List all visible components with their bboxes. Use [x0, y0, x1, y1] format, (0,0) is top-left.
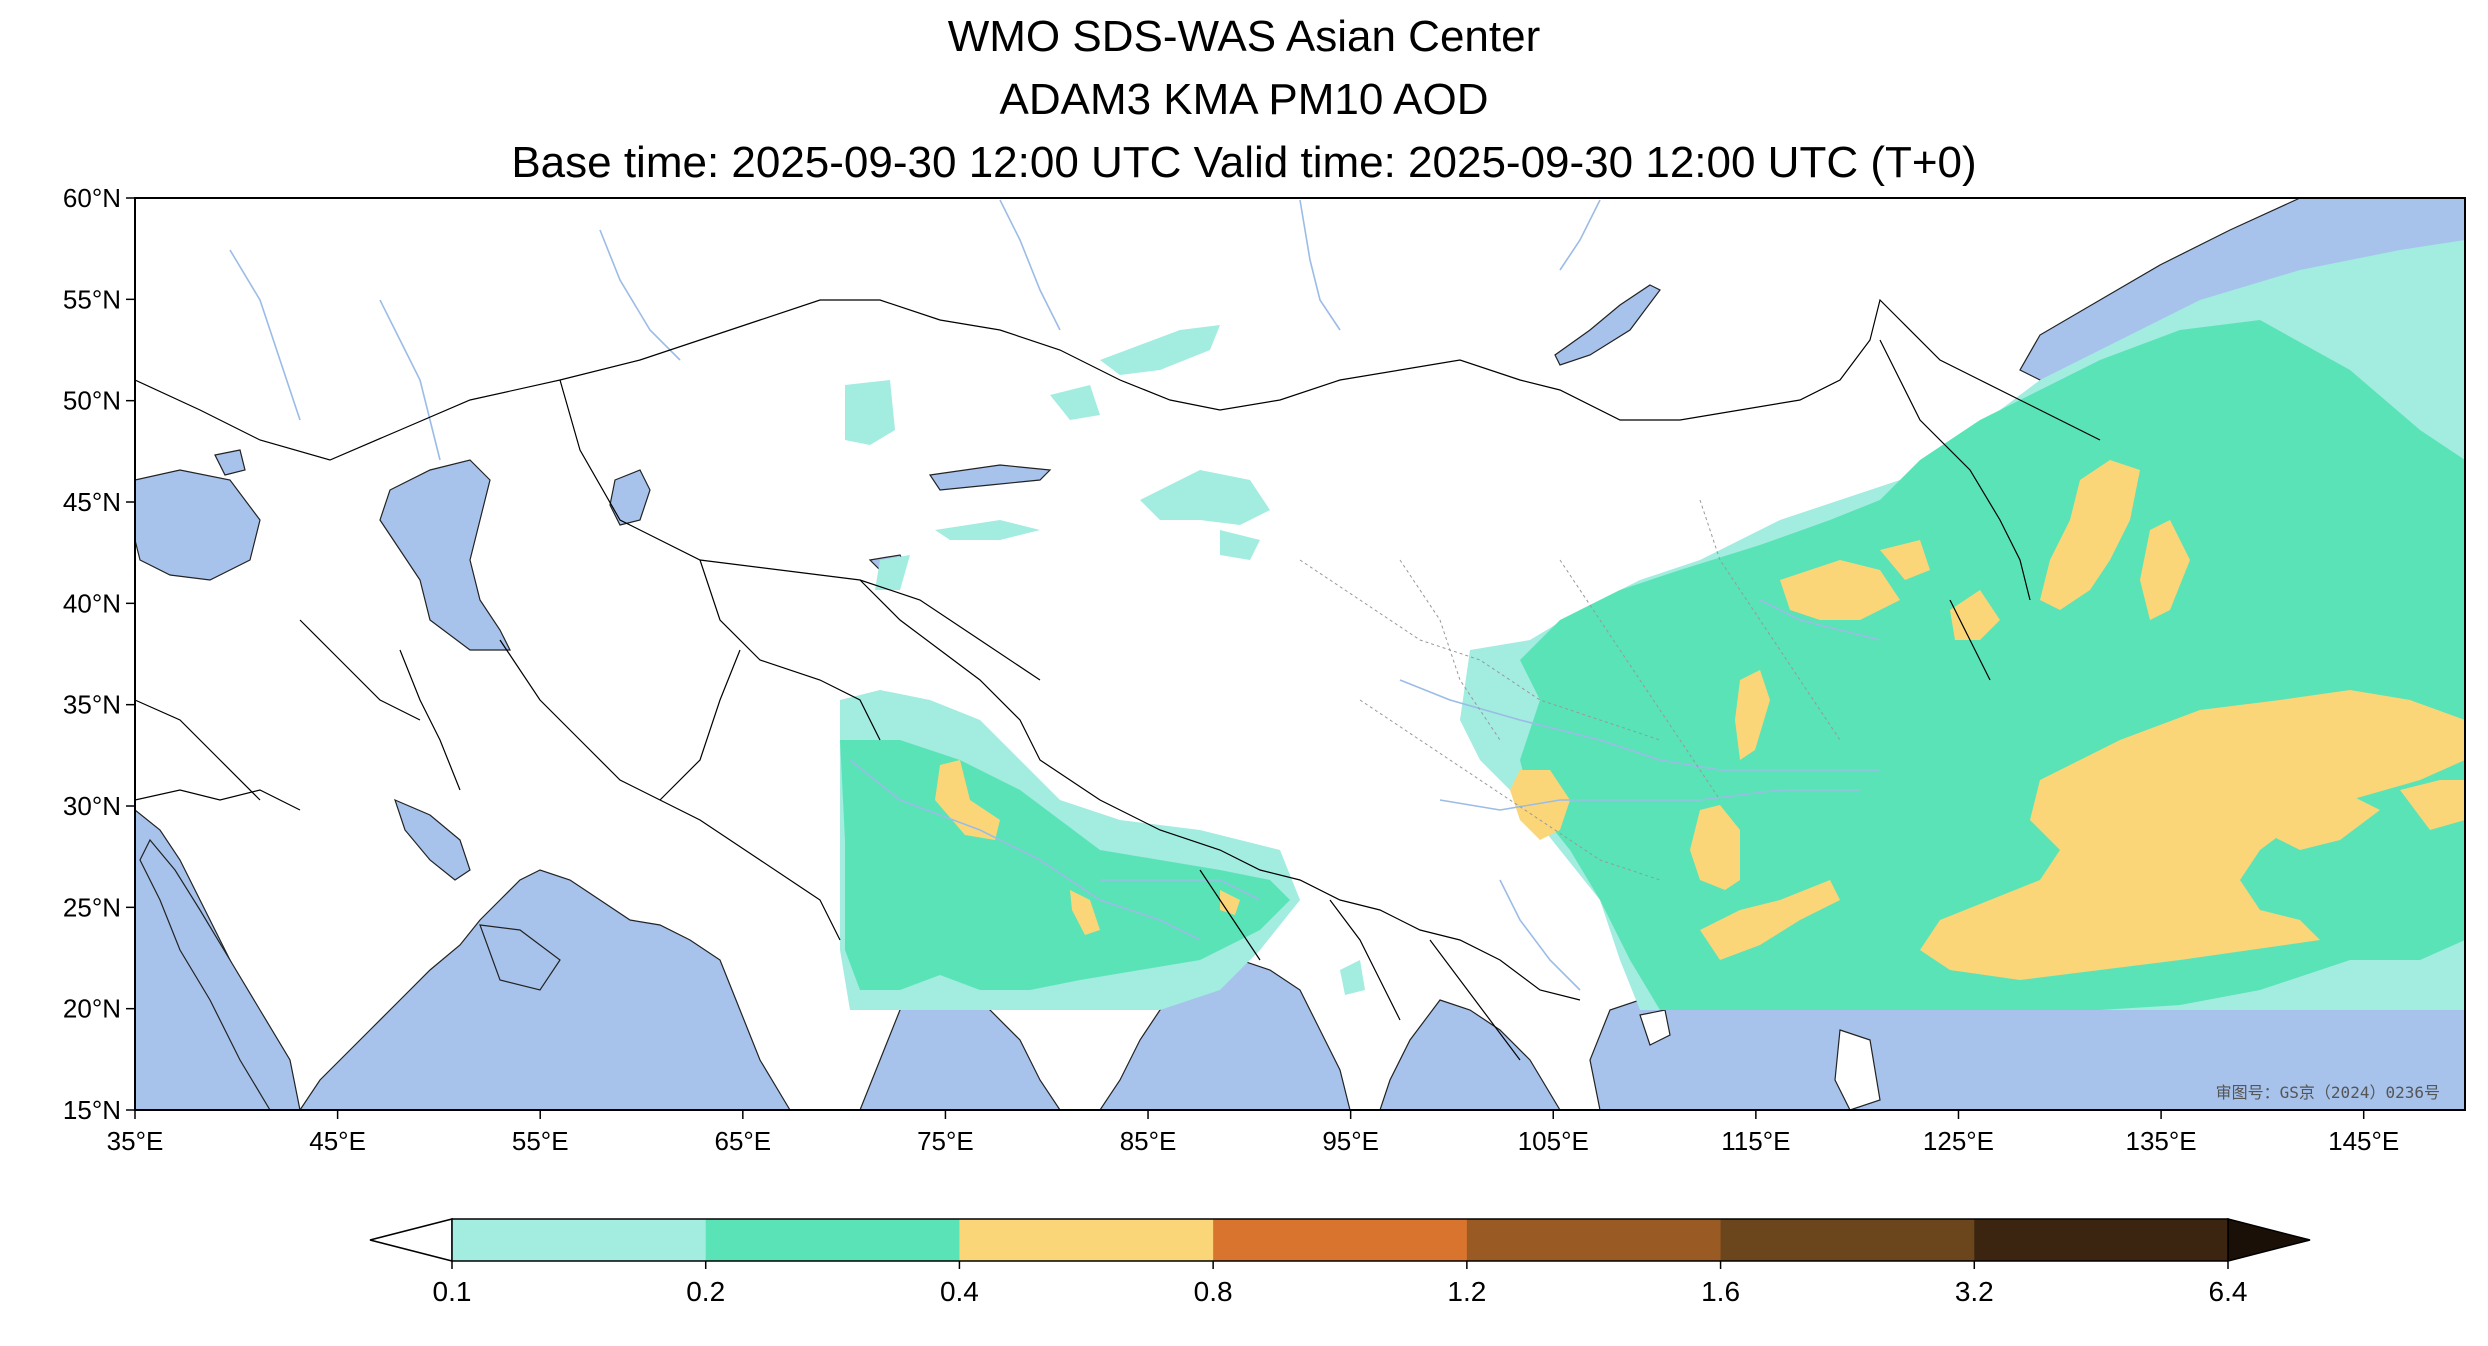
colorbar-segment	[705, 1219, 960, 1261]
y-tick-label: 45°N	[63, 487, 121, 517]
approval-stamp: 审图号：GS京（2024）0236号	[2216, 1083, 2440, 1102]
colorbar-label: 3.2	[1955, 1276, 1994, 1307]
colorbar-segment	[1213, 1219, 1468, 1261]
x-tick-label: 45°E	[309, 1126, 366, 1156]
y-tick-label: 15°N	[63, 1095, 121, 1125]
colorbar-extend-low	[369, 1218, 453, 1262]
x-tick-label: 55°E	[512, 1126, 569, 1156]
y-tick-label: 60°N	[63, 183, 121, 213]
colorbar-frame	[451, 1218, 2229, 1262]
rivers	[229, 199, 1881, 991]
x-tick-label: 75°E	[917, 1126, 974, 1156]
colorbar-label: 0.8	[1194, 1276, 1233, 1307]
x-tick-label: 105°E	[1518, 1126, 1589, 1156]
province-borders	[1299, 499, 1841, 881]
colorbar-segment	[1974, 1219, 2229, 1261]
x-tick-label: 145°E	[2328, 1126, 2399, 1156]
x-tick-label: 95°E	[1322, 1126, 1379, 1156]
colorbar-segment	[1720, 1219, 1975, 1261]
y-tick-label: 40°N	[63, 588, 121, 618]
colorbar-label: 1.2	[1447, 1276, 1486, 1307]
colorbar-segment	[959, 1219, 1214, 1261]
x-tick-label: 65°E	[714, 1126, 771, 1156]
colorbar-segment	[1466, 1219, 1722, 1261]
y-tick-label: 30°N	[63, 791, 121, 821]
x-tick-label: 35°E	[107, 1126, 164, 1156]
x-tick-label: 115°E	[1721, 1126, 1790, 1156]
y-tick-label: 55°N	[63, 284, 121, 314]
colorbar-extend-high	[2227, 1218, 2311, 1262]
y-axis: 60°N 55°N 50°N 45°N 40°N 35°N 30°N 25°N 20°N 15°N	[63, 183, 135, 1125]
map-title: WMO SDS-WAS Asian Center	[947, 12, 1541, 61]
country-borders	[135, 298, 2101, 1061]
colorbar-label: 0.4	[940, 1276, 979, 1307]
x-tick-label: 125°E	[1923, 1126, 1994, 1156]
colorbar-label: 0.1	[433, 1276, 472, 1307]
map-frame	[134, 197, 2466, 1111]
colorbar-label: 0.2	[686, 1276, 725, 1307]
colorbar-label: 1.6	[1701, 1276, 1740, 1307]
aod-level-0.4-0.8	[935, 460, 2465, 980]
y-tick-label: 35°N	[63, 690, 121, 720]
y-tick-label: 50°N	[63, 386, 121, 416]
map-time-info: Base time: 2025-09-30 12:00 UTC Valid ti…	[511, 138, 1977, 187]
colorbar-segment	[452, 1219, 707, 1261]
y-tick-label: 20°N	[63, 994, 121, 1024]
x-tick-label: 85°E	[1120, 1126, 1177, 1156]
map-subtitle: ADAM3 KMA PM10 AOD	[999, 75, 1489, 124]
y-tick-label: 25°N	[63, 892, 121, 922]
colorbar: 0.1 0.2 0.4 0.8 1.2 1.6 3.2 6.4	[369, 1218, 2311, 1307]
x-tick-label: 135°E	[2126, 1126, 2197, 1156]
x-axis: 35°E 45°E 55°E 65°E 75°E 85°E 95°E 105°E 115°E 12…	[107, 1110, 2399, 1156]
colorbar-label: 6.4	[2209, 1276, 2248, 1307]
